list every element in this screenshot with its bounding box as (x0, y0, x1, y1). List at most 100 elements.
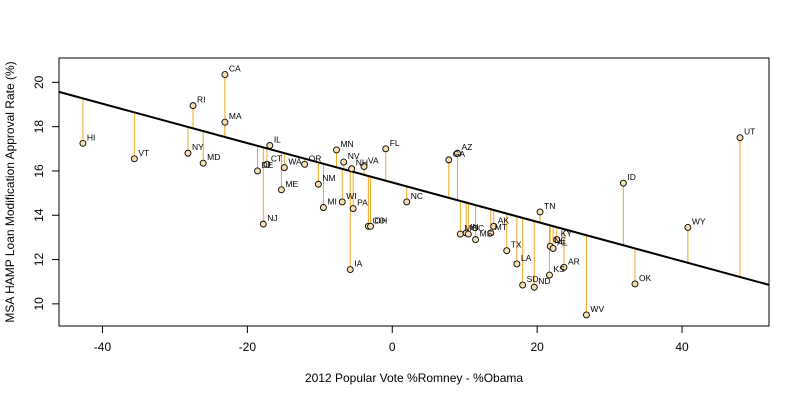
residual-lines (82, 74, 741, 315)
point-il (266, 142, 274, 149)
point-la (513, 260, 521, 268)
label-ca: CA (229, 64, 241, 74)
x-tick-label: -20 (239, 340, 257, 354)
label-nh: NH (356, 158, 368, 168)
label-nd: ND (538, 276, 550, 286)
label-ga: GA (453, 149, 466, 159)
label-ri: RI (197, 95, 206, 105)
y-axis-label: MSA HAMP Loan Modification Approval Rate… (3, 61, 17, 322)
label-tn: TN (544, 201, 555, 211)
label-il: IL (274, 134, 281, 144)
point-ca (221, 71, 229, 79)
label-ks: KS (553, 264, 565, 274)
point-nd (530, 283, 538, 291)
point-tn (536, 208, 544, 216)
y-tick-label: 20 (32, 75, 46, 89)
y-tick-label: 18 (32, 120, 46, 134)
point-nv (340, 158, 348, 166)
point-wv (582, 311, 590, 319)
label-ak: AK (498, 215, 510, 225)
label-la: LA (521, 253, 532, 263)
y-tick-label: 12 (32, 253, 46, 267)
point-ri (189, 102, 197, 110)
regression-line (58, 90, 770, 286)
point-nc (403, 198, 411, 206)
label-or: OR (309, 153, 322, 163)
point-tx (503, 247, 511, 255)
label-ia: IA (354, 259, 362, 269)
point-nm (314, 180, 322, 188)
label-in: IN (470, 222, 479, 232)
point-ok (631, 280, 639, 288)
point-mi (319, 204, 327, 211)
label-ma: MA (229, 111, 242, 121)
point-wi (338, 198, 346, 206)
point-fl (382, 145, 390, 153)
label-nv: NV (348, 151, 360, 161)
point-ga (445, 156, 453, 164)
x-tick-label: 20 (530, 340, 544, 354)
label-nj: NJ (267, 213, 277, 223)
label-ms: MS (480, 229, 493, 239)
label-ny: NY (192, 142, 204, 152)
label-ok: OK (639, 273, 652, 283)
point-va (360, 163, 368, 170)
point-wa (280, 164, 288, 172)
point-nj (259, 220, 267, 228)
point-md (199, 159, 207, 167)
label-hi: HI (87, 132, 96, 142)
label-sd: SD (527, 274, 539, 284)
point-sd (519, 281, 527, 289)
label-wa: WA (288, 157, 302, 167)
label-id: ID (627, 172, 636, 182)
y-tick-label: 10 (32, 297, 46, 311)
label-me: ME (285, 179, 298, 189)
point-ct (263, 160, 271, 168)
label-wy: WY (692, 216, 706, 226)
y-axis: 10 12 14 16 18 20 (32, 75, 59, 311)
label-md: MD (207, 152, 220, 162)
label-nc: NC (411, 191, 423, 201)
label-ky: KY (561, 229, 573, 239)
point-nh (348, 165, 356, 173)
label-wi: WI (346, 191, 356, 201)
label-ne: NE (554, 235, 566, 245)
point-oh (367, 222, 374, 230)
point-or (301, 160, 309, 168)
x-axis-label: 2012 Popular Vote %Romney - %Obama (305, 371, 523, 385)
label-nm: NM (322, 173, 335, 183)
point-me (277, 186, 285, 194)
data-points (79, 71, 744, 319)
label-de: DE (262, 160, 274, 170)
label-al: AL (557, 237, 568, 247)
point-az (454, 149, 461, 157)
point-de (254, 167, 261, 175)
y-tick-label: 14 (32, 208, 46, 222)
point-ms (472, 236, 480, 244)
x-tick-label: -40 (94, 340, 112, 354)
point-ak (490, 222, 498, 230)
label-mi: MI (327, 197, 336, 207)
point-pa (349, 205, 357, 213)
point-mo (456, 230, 464, 238)
label-pa: PA (357, 198, 368, 208)
label-tx: TX (511, 240, 522, 250)
label-wv: WV (590, 304, 604, 314)
label-az: AZ (461, 142, 472, 152)
label-vt: VT (138, 148, 149, 158)
label-oh: OH (375, 215, 388, 225)
point-vt (130, 155, 138, 163)
point-hi (79, 139, 87, 147)
point-mn (333, 146, 340, 154)
plot-frame (58, 57, 770, 327)
label-sc: SC (472, 223, 484, 233)
point-id (619, 179, 627, 187)
point-ar (560, 263, 568, 271)
point-ky (553, 236, 561, 244)
x-axis: -40 -20 0 20 40 (94, 326, 689, 354)
point-ks (546, 271, 553, 279)
label-mo: MO (464, 223, 478, 233)
label-ar: AR (568, 256, 580, 266)
